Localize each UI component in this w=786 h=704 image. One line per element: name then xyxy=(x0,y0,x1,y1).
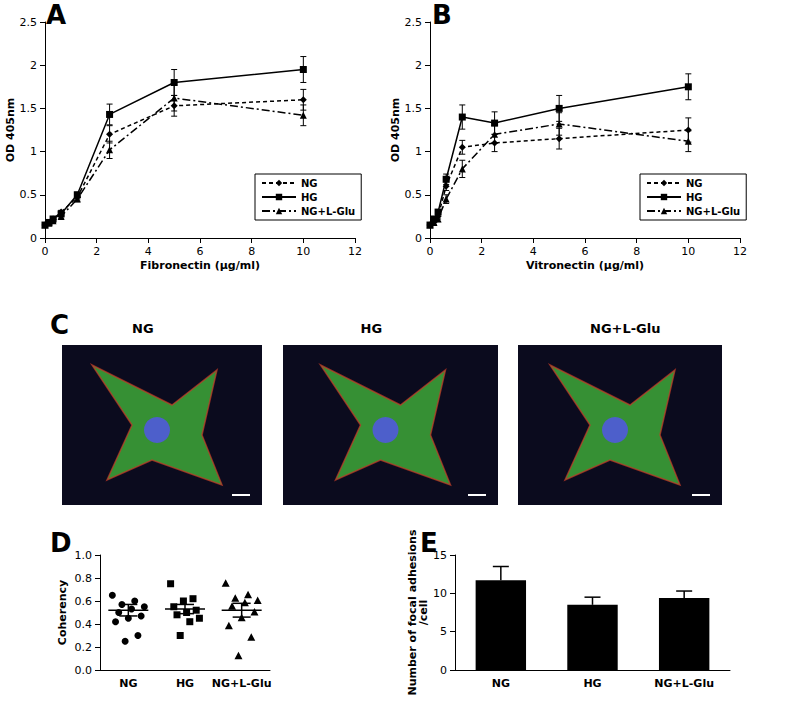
svg-text:OD 405nm: OD 405nm xyxy=(389,98,402,163)
svg-text:1.5: 1.5 xyxy=(405,102,423,115)
svg-text:1: 1 xyxy=(415,145,422,158)
svg-text:0.5: 0.5 xyxy=(20,188,38,201)
svg-text:12: 12 xyxy=(733,245,747,258)
svg-text:2.5: 2.5 xyxy=(20,16,38,29)
svg-text:1.0: 1.0 xyxy=(75,549,93,562)
svg-text:0.8: 0.8 xyxy=(75,572,93,585)
svg-text:0.6: 0.6 xyxy=(75,595,93,608)
svg-text:A: A xyxy=(46,0,66,30)
svg-text:HG: HG xyxy=(301,192,318,203)
svg-text:4: 4 xyxy=(145,245,152,258)
svg-text:NG: NG xyxy=(132,321,154,336)
svg-text:5: 5 xyxy=(440,625,447,638)
svg-text:E: E xyxy=(420,528,438,558)
svg-text:2: 2 xyxy=(30,59,37,72)
svg-text:HG: HG xyxy=(686,192,703,203)
svg-text:8: 8 xyxy=(633,245,640,258)
svg-text:0.5: 0.5 xyxy=(405,188,423,201)
svg-text:6: 6 xyxy=(197,245,204,258)
svg-text:0: 0 xyxy=(440,664,447,677)
svg-text:/cell: /cell xyxy=(417,600,430,626)
svg-text:HG: HG xyxy=(176,677,194,690)
svg-text:NG: NG xyxy=(119,677,137,690)
svg-text:HG: HG xyxy=(361,321,383,336)
svg-text:8: 8 xyxy=(248,245,255,258)
svg-text:15: 15 xyxy=(433,549,447,562)
svg-text:2: 2 xyxy=(478,245,485,258)
svg-text:Vitronectin (μg/ml): Vitronectin (μg/ml) xyxy=(526,259,644,272)
svg-text:NG+L-Glu: NG+L-Glu xyxy=(654,677,714,690)
svg-text:D: D xyxy=(50,528,72,558)
svg-text:10: 10 xyxy=(433,587,447,600)
svg-text:Number of focal adhesions: Number of focal adhesions xyxy=(406,529,420,696)
svg-text:C: C xyxy=(50,310,69,340)
svg-text:Coherency: Coherency xyxy=(56,580,69,645)
svg-text:B: B xyxy=(432,0,452,30)
svg-text:NG: NG xyxy=(301,178,318,189)
svg-text:NG+L-Glu: NG+L-Glu xyxy=(301,206,355,217)
svg-text:0.2: 0.2 xyxy=(75,641,93,654)
svg-text:0.4: 0.4 xyxy=(75,618,93,631)
svg-text:0.0: 0.0 xyxy=(75,664,93,677)
svg-text:0: 0 xyxy=(30,232,37,245)
svg-text:NG+L-Glu: NG+L-Glu xyxy=(212,677,272,690)
svg-text:NG: NG xyxy=(492,677,510,690)
svg-text:HG: HG xyxy=(583,677,601,690)
svg-text:OD 405nm: OD 405nm xyxy=(4,98,17,163)
svg-text:10: 10 xyxy=(681,245,695,258)
svg-text:Fibronectin (μg/ml): Fibronectin (μg/ml) xyxy=(140,259,260,272)
svg-text:2.5: 2.5 xyxy=(405,16,423,29)
svg-text:4: 4 xyxy=(530,245,537,258)
svg-text:1.5: 1.5 xyxy=(20,102,38,115)
svg-text:12: 12 xyxy=(348,245,362,258)
svg-text:2: 2 xyxy=(415,59,422,72)
svg-text:0: 0 xyxy=(42,245,49,258)
svg-text:10: 10 xyxy=(296,245,310,258)
svg-text:0: 0 xyxy=(427,245,434,258)
svg-text:1: 1 xyxy=(30,145,37,158)
svg-text:NG: NG xyxy=(686,178,703,189)
svg-text:0: 0 xyxy=(415,232,422,245)
svg-text:6: 6 xyxy=(582,245,589,258)
svg-text:2: 2 xyxy=(93,245,100,258)
svg-text:NG+L-Glu: NG+L-Glu xyxy=(686,206,740,217)
svg-text:NG+L-Glu: NG+L-Glu xyxy=(590,321,661,336)
